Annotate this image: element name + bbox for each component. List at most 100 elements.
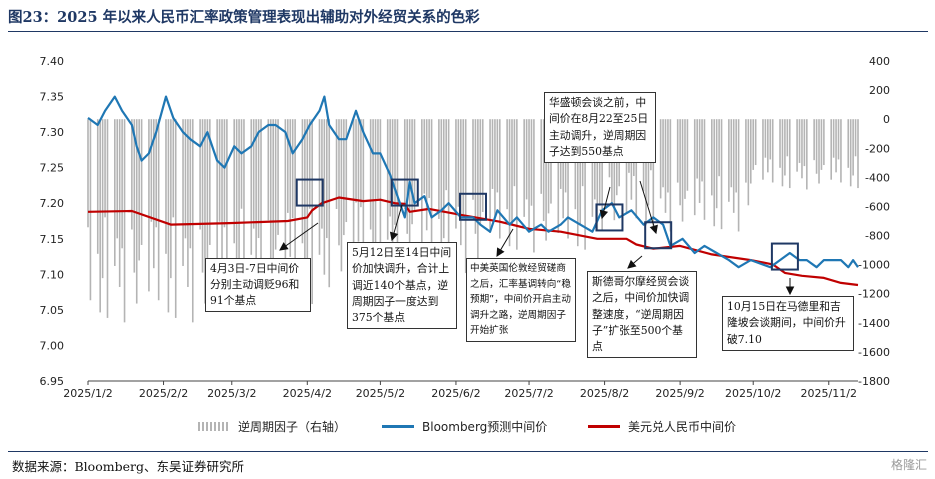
- legend-bars: 逆周期因子（右轴）: [198, 418, 346, 435]
- factor-bar: [184, 119, 187, 239]
- y-left-tick-label: 7.05: [40, 304, 65, 317]
- factor-bar: [613, 119, 616, 221]
- factor-bar: [693, 119, 696, 216]
- factor-bar: [499, 119, 501, 239]
- factor-bar: [360, 119, 362, 208]
- y-left-tick-label: 7.15: [40, 233, 65, 246]
- y-left-tick-label: 7.35: [40, 91, 65, 104]
- annotation-madrid-kl-talks: 10月15日在马德里和吉隆坡会谈期间，中间价升破7.10: [722, 296, 854, 351]
- factor-bar: [562, 119, 564, 219]
- annotation-arrow-head: [599, 209, 609, 220]
- factor-bar: [830, 119, 832, 180]
- factor-bar: [218, 119, 221, 222]
- factor-bar: [701, 119, 703, 182]
- factor-bar: [321, 119, 323, 229]
- factor-bar: [357, 119, 360, 242]
- annotation-london-talks: 中美英国伦敦经贸磋商之后，汇率基调转向“稳预期”，中间价开启主动调升之路，逆周期…: [466, 258, 576, 342]
- factor-bar: [806, 119, 808, 190]
- factor-bar: [464, 119, 467, 274]
- annotation-stockholm-talks: 斯德哥尔摩经贸会谈之后，中间价加快调整速度，“逆周期因子”扩张至500个基点: [587, 271, 697, 359]
- factor-bar: [187, 119, 189, 287]
- x-tick-label: 2025/9/2: [655, 387, 704, 400]
- factor-bar: [815, 119, 818, 174]
- legend-bloomberg: Bloomberg预测中间价: [382, 418, 547, 435]
- factor-bar: [223, 119, 226, 228]
- factor-bar: [479, 119, 482, 225]
- annotation-washington-talks: 华盛顿会谈之前，中间价在8月22至25日主动调升，逆周期因子达到550基点: [544, 92, 656, 164]
- factor-bar: [849, 119, 852, 187]
- factor-bar: [89, 119, 92, 301]
- annotation-arrows: [279, 180, 795, 296]
- factor-bar: [681, 119, 684, 222]
- factor-bar: [508, 119, 511, 247]
- x-tick-label: 2025/3/2: [207, 387, 256, 400]
- factor-bar: [294, 119, 296, 288]
- factor-bar: [328, 119, 331, 288]
- factor-bar: [820, 119, 823, 170]
- event-box: [459, 192, 487, 221]
- factor-bar: [235, 119, 238, 299]
- factor-bar: [157, 119, 160, 301]
- factor-bar: [355, 119, 357, 203]
- factor-bar: [209, 119, 211, 245]
- factor-bar: [669, 119, 672, 232]
- factor-bar: [201, 119, 204, 273]
- factor-bar: [754, 119, 757, 166]
- annotation-arrow-head: [279, 242, 289, 251]
- factor-bar: [301, 119, 304, 244]
- factor-bar: [174, 119, 177, 318]
- factor-bar: [528, 119, 530, 231]
- factor-bar: [116, 119, 119, 239]
- y-axis-right-labels: 400 200 0 -200 -400 -600 -800 -1000 -1200 -1400 -1…: [858, 55, 890, 388]
- factor-bar: [413, 119, 416, 212]
- factor-bar: [752, 119, 755, 170]
- factor-bar: [343, 119, 345, 236]
- factor-bar: [372, 119, 374, 279]
- annotation-arrow-head: [627, 259, 637, 269]
- factor-bar: [557, 119, 560, 233]
- x-tick-label: 2025/8/2: [580, 387, 629, 400]
- factor-bar: [140, 119, 143, 245]
- factor-bar: [135, 119, 138, 304]
- factor-bar: [379, 119, 382, 284]
- factor-bar: [87, 119, 89, 228]
- factor-bar: [291, 119, 294, 219]
- legend-bloomberg-label: Bloomberg预测中间价: [422, 420, 548, 434]
- factor-bar: [818, 119, 820, 184]
- annotation-arrow-head: [785, 286, 795, 296]
- factor-bar: [221, 119, 223, 269]
- annotation-may-upward-adjustment: 5月12日至14日中间价加快调升，合计上调近140个基点，逆周期因子一度达到37…: [347, 242, 457, 330]
- factor-bar: [172, 119, 175, 218]
- factor-bar: [596, 119, 599, 231]
- factor-bar: [840, 119, 842, 183]
- y-left-tick-label: 7.10: [40, 268, 65, 281]
- x-tick-label: 2025/5/2: [356, 387, 405, 400]
- factor-bar: [703, 119, 706, 220]
- factor-bar: [796, 119, 798, 172]
- x-tick-label: 2025/11/2: [801, 387, 857, 400]
- factor-bar: [216, 119, 218, 292]
- legend-bar-label: 逆周期因子（右轴）: [238, 420, 347, 434]
- y-right-tick-label: 400: [869, 55, 890, 68]
- factor-bar: [679, 119, 681, 206]
- factor-bar: [477, 119, 479, 259]
- factor-bar: [118, 119, 121, 287]
- factor-bar: [304, 119, 306, 299]
- chart-title: 图23：2025 年以来人民币汇率政策管理表现出辅助对外经贸关系的色彩: [8, 9, 480, 26]
- y-left-tick-label: 7.40: [40, 55, 65, 68]
- factor-bar: [728, 119, 730, 202]
- factor-bar: [737, 119, 740, 232]
- y-right-tick-label: -1600: [858, 346, 890, 359]
- watermark-logo: 格隆汇: [890, 458, 927, 472]
- annotation-arrow-head: [496, 247, 505, 257]
- factor-bar: [513, 119, 516, 187]
- factor-bar: [306, 119, 309, 267]
- factor-bar: [525, 119, 528, 200]
- factor-bar: [131, 119, 133, 230]
- factor-bar: [803, 119, 806, 167]
- factor-bar: [567, 119, 569, 239]
- factor-bar: [730, 119, 733, 188]
- factor-bar: [635, 119, 638, 219]
- factor-bar: [652, 119, 655, 229]
- x-tick-label: 2025/6/2: [431, 387, 480, 400]
